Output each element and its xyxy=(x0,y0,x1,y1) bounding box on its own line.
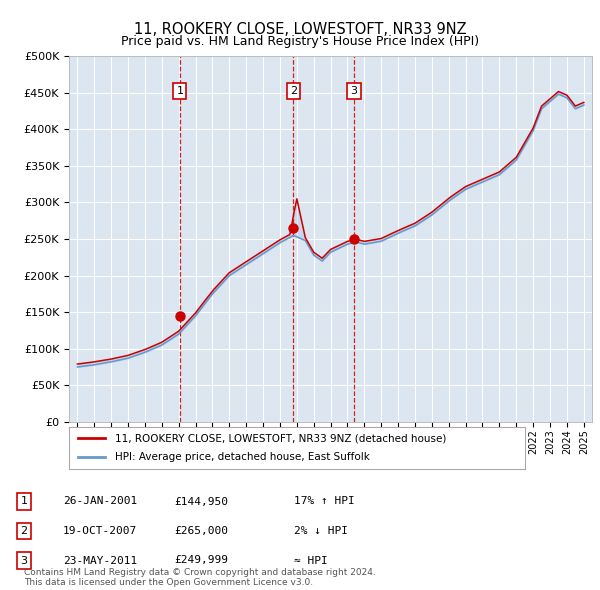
Text: 1: 1 xyxy=(20,497,28,506)
Text: 3: 3 xyxy=(350,86,358,96)
Text: Price paid vs. HM Land Registry's House Price Index (HPI): Price paid vs. HM Land Registry's House … xyxy=(121,35,479,48)
Text: HPI: Average price, detached house, East Suffolk: HPI: Average price, detached house, East… xyxy=(115,452,370,462)
Text: 1: 1 xyxy=(176,86,184,96)
Text: 23-MAY-2011: 23-MAY-2011 xyxy=(63,556,137,565)
Text: 17% ↑ HPI: 17% ↑ HPI xyxy=(294,497,355,506)
Text: 11, ROOKERY CLOSE, LOWESTOFT, NR33 9NZ: 11, ROOKERY CLOSE, LOWESTOFT, NR33 9NZ xyxy=(134,22,466,37)
Text: 2: 2 xyxy=(290,86,297,96)
Text: 2: 2 xyxy=(20,526,28,536)
Text: £265,000: £265,000 xyxy=(174,526,228,536)
Text: 11, ROOKERY CLOSE, LOWESTOFT, NR33 9NZ (detached house): 11, ROOKERY CLOSE, LOWESTOFT, NR33 9NZ (… xyxy=(115,434,446,444)
Text: Contains HM Land Registry data © Crown copyright and database right 2024.
This d: Contains HM Land Registry data © Crown c… xyxy=(24,568,376,587)
Text: 2% ↓ HPI: 2% ↓ HPI xyxy=(294,526,348,536)
Text: ≈ HPI: ≈ HPI xyxy=(294,556,328,565)
Text: 3: 3 xyxy=(20,556,28,565)
Text: 19-OCT-2007: 19-OCT-2007 xyxy=(63,526,137,536)
Text: £144,950: £144,950 xyxy=(174,497,228,506)
Text: £249,999: £249,999 xyxy=(174,556,228,565)
Text: 26-JAN-2001: 26-JAN-2001 xyxy=(63,497,137,506)
